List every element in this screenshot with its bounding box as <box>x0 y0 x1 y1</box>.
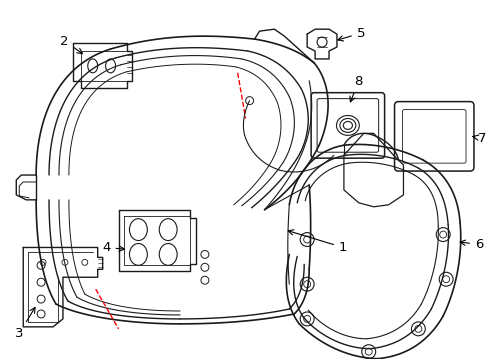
Text: 6: 6 <box>460 238 483 251</box>
Text: 8: 8 <box>350 75 363 102</box>
Text: 5: 5 <box>338 27 366 41</box>
Text: 1: 1 <box>288 230 347 254</box>
Text: 3: 3 <box>15 307 35 340</box>
Text: 2: 2 <box>60 35 82 54</box>
Text: 4: 4 <box>102 241 124 254</box>
Text: 7: 7 <box>472 132 487 145</box>
